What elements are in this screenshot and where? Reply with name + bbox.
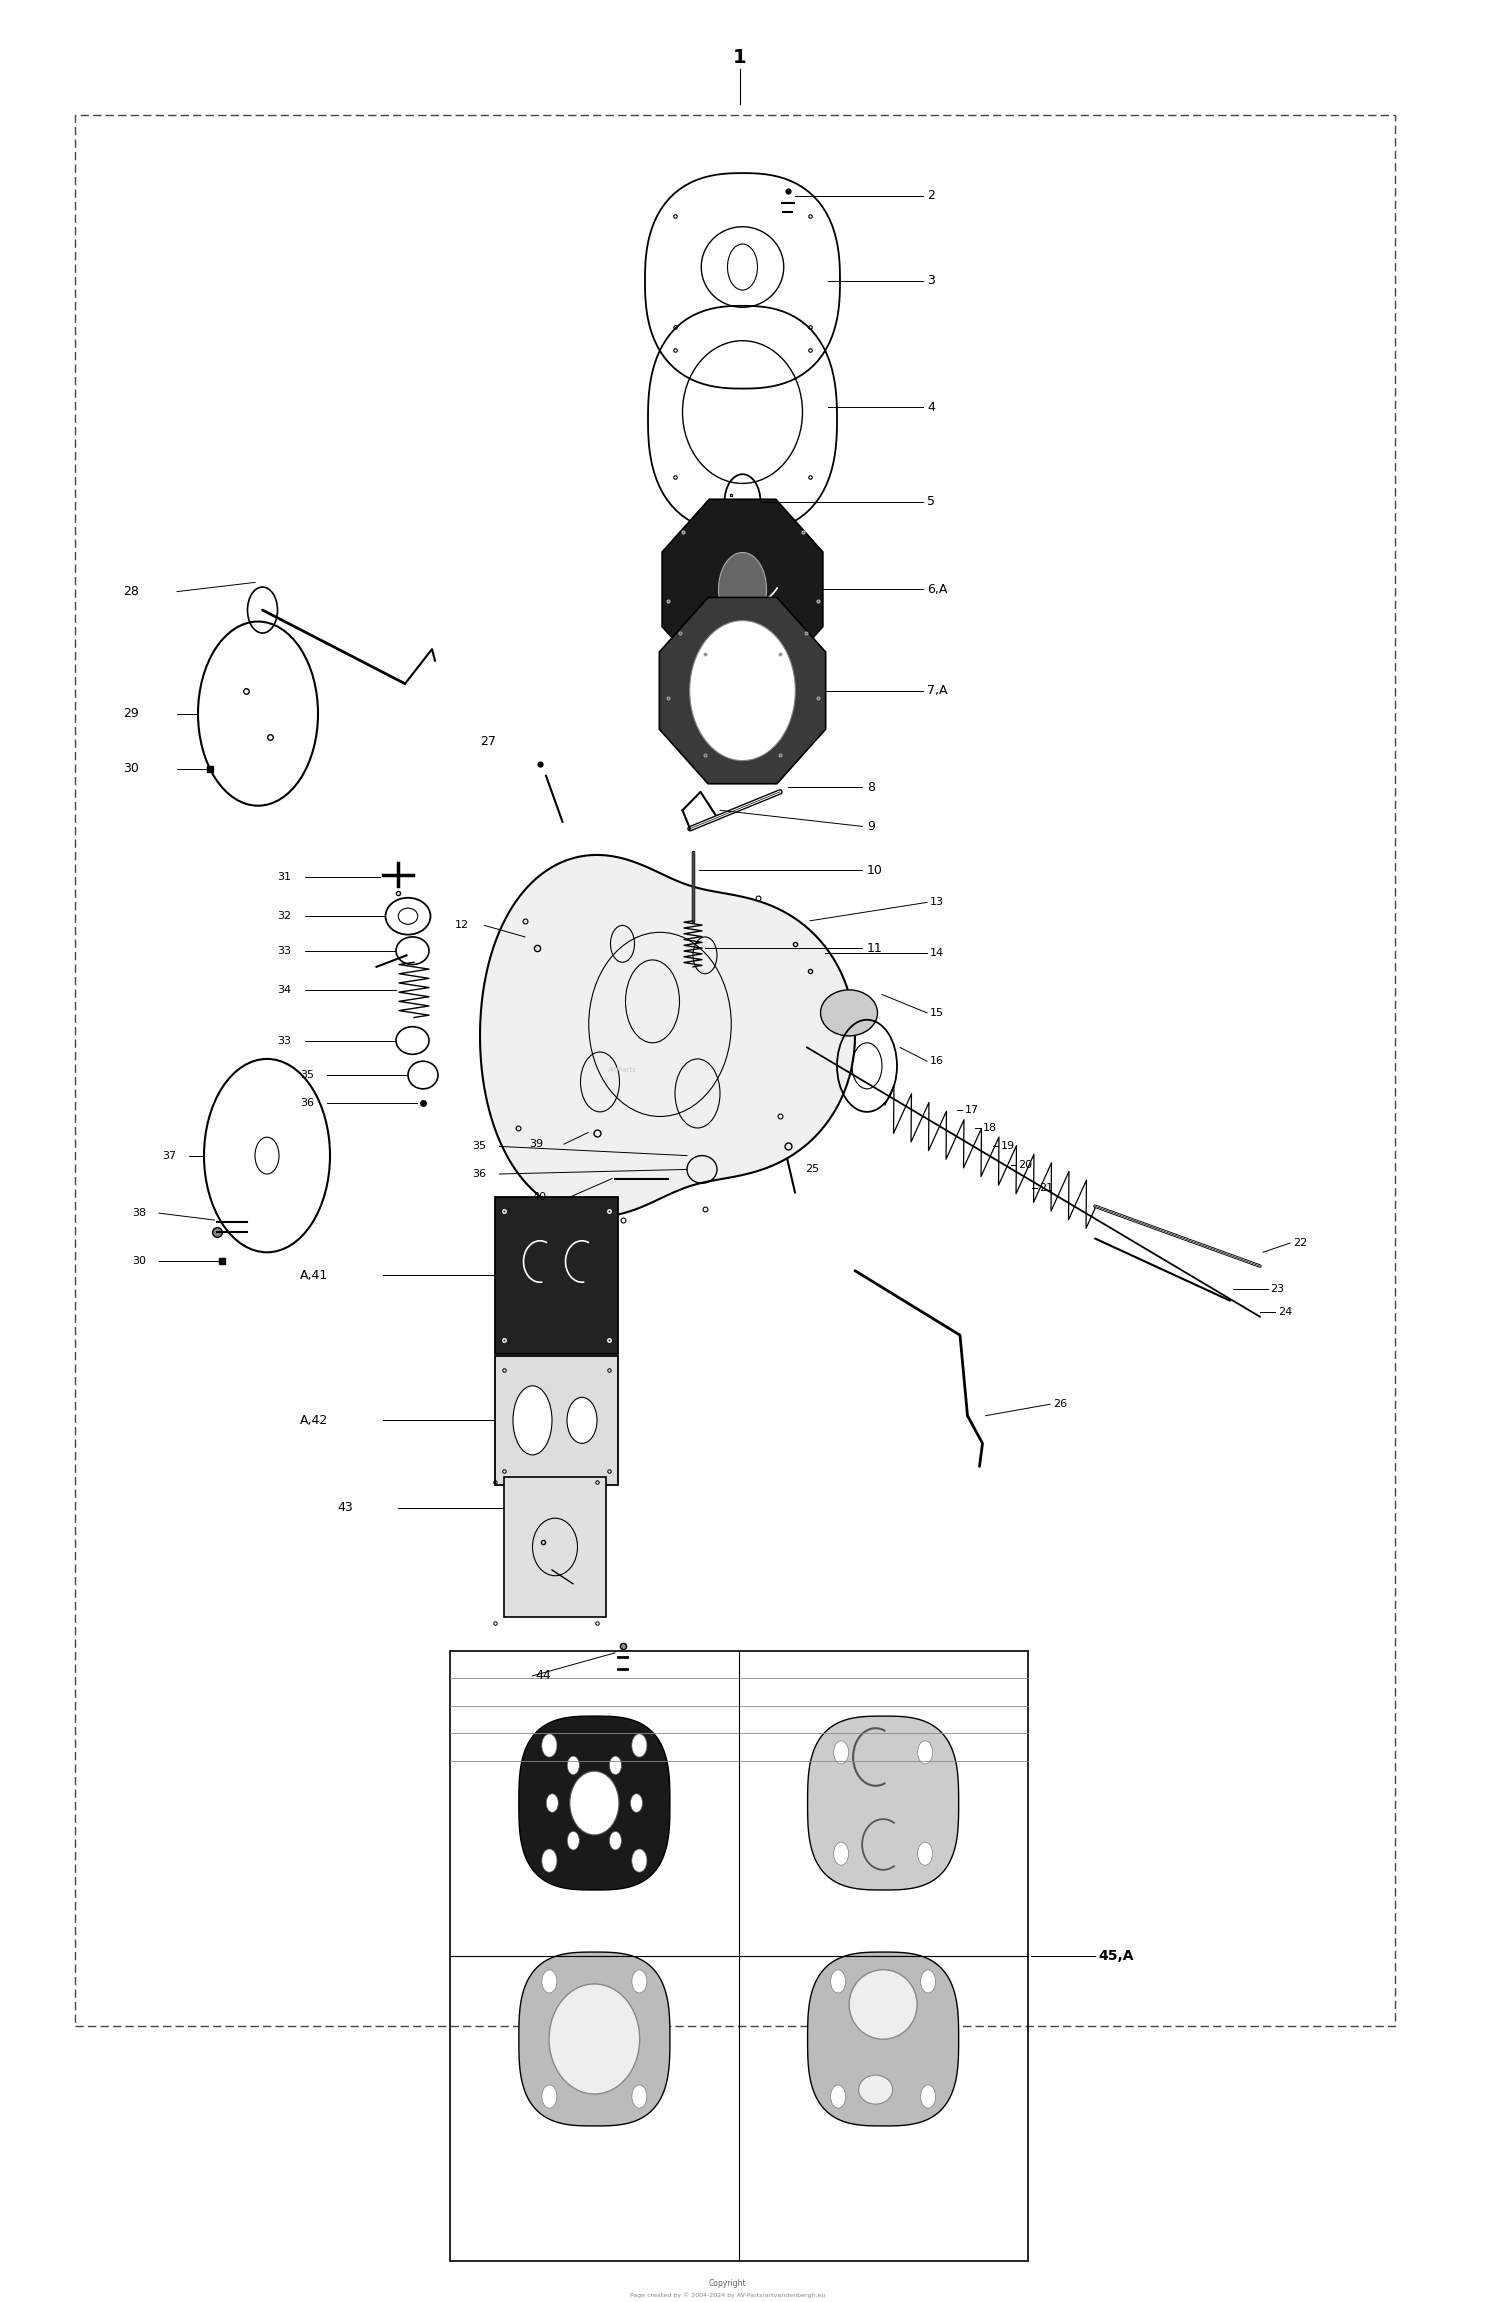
Polygon shape xyxy=(519,1715,670,1890)
Text: 17: 17 xyxy=(964,1105,978,1114)
Circle shape xyxy=(542,1733,556,1756)
Text: 26: 26 xyxy=(1053,1400,1066,1409)
Ellipse shape xyxy=(821,990,878,1036)
Text: 24: 24 xyxy=(1278,1308,1292,1317)
Circle shape xyxy=(630,1793,642,1812)
Text: 2: 2 xyxy=(927,189,934,203)
Bar xyxy=(495,1197,618,1354)
Circle shape xyxy=(542,1971,556,1994)
Circle shape xyxy=(918,1740,933,1763)
Circle shape xyxy=(834,1740,849,1763)
Text: 31: 31 xyxy=(278,872,291,882)
Ellipse shape xyxy=(858,2074,892,2104)
Text: 1: 1 xyxy=(732,48,747,67)
Text: 19: 19 xyxy=(1000,1142,1014,1151)
Circle shape xyxy=(918,1842,933,1865)
Text: 28: 28 xyxy=(123,585,140,599)
Text: 15: 15 xyxy=(930,1008,944,1017)
Text: 34: 34 xyxy=(278,985,291,994)
Text: 25: 25 xyxy=(806,1165,819,1174)
Text: 33: 33 xyxy=(278,1036,291,1045)
Text: 23: 23 xyxy=(1270,1285,1284,1294)
Ellipse shape xyxy=(567,1397,597,1443)
Circle shape xyxy=(632,1971,646,1994)
Circle shape xyxy=(609,1832,621,1851)
Text: 13: 13 xyxy=(930,898,944,907)
Text: 16: 16 xyxy=(930,1057,944,1066)
Text: 40: 40 xyxy=(532,1192,546,1202)
Text: 33: 33 xyxy=(278,946,291,955)
Text: 11: 11 xyxy=(867,942,882,955)
Circle shape xyxy=(546,1793,558,1812)
Circle shape xyxy=(921,1971,936,1994)
Text: 45,A: 45,A xyxy=(1098,1947,1134,1964)
Text: 21: 21 xyxy=(1040,1183,1053,1192)
Polygon shape xyxy=(504,1476,606,1618)
Ellipse shape xyxy=(513,1386,552,1455)
Text: 43: 43 xyxy=(338,1501,354,1515)
Circle shape xyxy=(542,2086,556,2109)
Text: 32: 32 xyxy=(278,912,291,921)
Text: 3: 3 xyxy=(927,274,934,288)
Text: 4: 4 xyxy=(927,401,934,414)
Polygon shape xyxy=(807,1952,958,2127)
Text: 12: 12 xyxy=(454,921,468,930)
Text: 38: 38 xyxy=(132,1209,146,1218)
Polygon shape xyxy=(660,599,825,783)
Circle shape xyxy=(834,1842,849,1865)
Circle shape xyxy=(831,2086,846,2109)
Text: 7,A: 7,A xyxy=(927,684,948,698)
Text: 14: 14 xyxy=(930,948,944,958)
Text: Copyright: Copyright xyxy=(708,2279,747,2288)
Text: 37: 37 xyxy=(162,1151,176,1160)
Circle shape xyxy=(609,1756,621,1775)
Text: 39: 39 xyxy=(530,1139,543,1149)
Text: 5: 5 xyxy=(927,495,934,509)
Circle shape xyxy=(567,1756,579,1775)
Text: A,42: A,42 xyxy=(300,1413,328,1427)
Ellipse shape xyxy=(849,1971,916,2040)
Text: 36: 36 xyxy=(472,1169,486,1179)
Circle shape xyxy=(567,1832,579,1851)
Bar xyxy=(450,1651,1028,2261)
Polygon shape xyxy=(690,622,795,760)
Text: 10: 10 xyxy=(867,863,883,877)
Ellipse shape xyxy=(549,1984,639,2095)
Text: 18: 18 xyxy=(982,1123,996,1133)
Text: ARIParts: ARIParts xyxy=(608,1068,638,1073)
Polygon shape xyxy=(480,854,855,1218)
Text: 35: 35 xyxy=(300,1070,313,1080)
Text: 30: 30 xyxy=(123,762,140,776)
Text: 20: 20 xyxy=(1019,1160,1032,1169)
Text: 8: 8 xyxy=(867,780,874,794)
Bar xyxy=(495,1356,618,1485)
Text: 35: 35 xyxy=(472,1142,486,1151)
Circle shape xyxy=(632,1849,646,1872)
Circle shape xyxy=(542,1849,556,1872)
Text: 22: 22 xyxy=(1293,1238,1306,1248)
Text: 30: 30 xyxy=(132,1257,146,1266)
Text: 44: 44 xyxy=(536,1669,552,1683)
Text: 36: 36 xyxy=(300,1098,313,1107)
Text: 9: 9 xyxy=(867,820,874,833)
Circle shape xyxy=(831,1971,846,1994)
Circle shape xyxy=(921,2086,936,2109)
Circle shape xyxy=(632,1733,646,1756)
Circle shape xyxy=(632,2086,646,2109)
Text: 6,A: 6,A xyxy=(927,582,948,596)
Text: A,41: A,41 xyxy=(300,1268,328,1282)
Text: 27: 27 xyxy=(480,734,496,748)
Polygon shape xyxy=(662,500,824,679)
Text: Page created by © 2004-2024 by AV-Parts/artvandenbergh.eu: Page created by © 2004-2024 by AV-Parts/… xyxy=(630,2293,825,2297)
Ellipse shape xyxy=(570,1770,620,1835)
Circle shape xyxy=(718,552,766,626)
Text: 29: 29 xyxy=(123,707,138,721)
Polygon shape xyxy=(519,1952,670,2127)
Polygon shape xyxy=(807,1715,958,1890)
